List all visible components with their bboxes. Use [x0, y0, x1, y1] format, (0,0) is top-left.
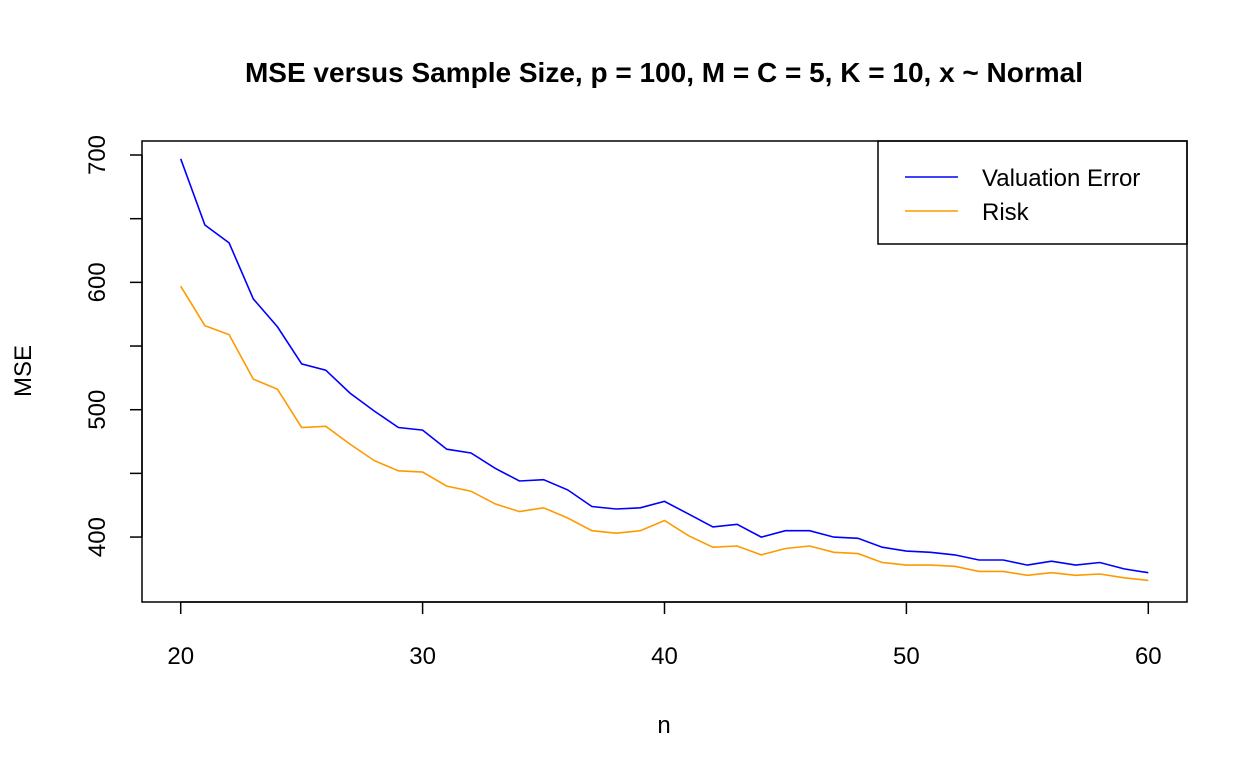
legend: Valuation Error Risk: [877, 140, 1188, 245]
legend-label-valuation-error: Valuation Error: [982, 165, 1140, 192]
x-tick-label: 60: [1135, 643, 1162, 670]
x-tick-label: 20: [167, 643, 194, 670]
legend-box: [877, 140, 1188, 245]
y-axis-label: MSE: [10, 345, 37, 397]
chart-title: MSE versus Sample Size, p = 100, M = C =…: [245, 57, 1083, 88]
x-tick-label: 50: [893, 643, 920, 670]
x-axis: 20 30 40 50 60: [167, 601, 1162, 670]
plot-area-frame: [141, 140, 1188, 603]
series-line-valuation-error: [179, 158, 1149, 574]
y-tick-label: 600: [84, 262, 111, 302]
y-tick-label: 500: [84, 390, 111, 430]
series-line-risk: [180, 285, 1149, 582]
x-tick-label: 40: [651, 643, 678, 670]
y-tick-label: 700: [84, 135, 111, 175]
legend-label-risk: Risk: [982, 199, 1030, 226]
y-tick-label: 400: [84, 517, 111, 557]
x-axis-label: n: [657, 712, 670, 739]
y-axis: 400 500 600 700: [84, 135, 143, 557]
x-tick-label: 30: [409, 643, 436, 670]
series-layer: [179, 158, 1149, 582]
